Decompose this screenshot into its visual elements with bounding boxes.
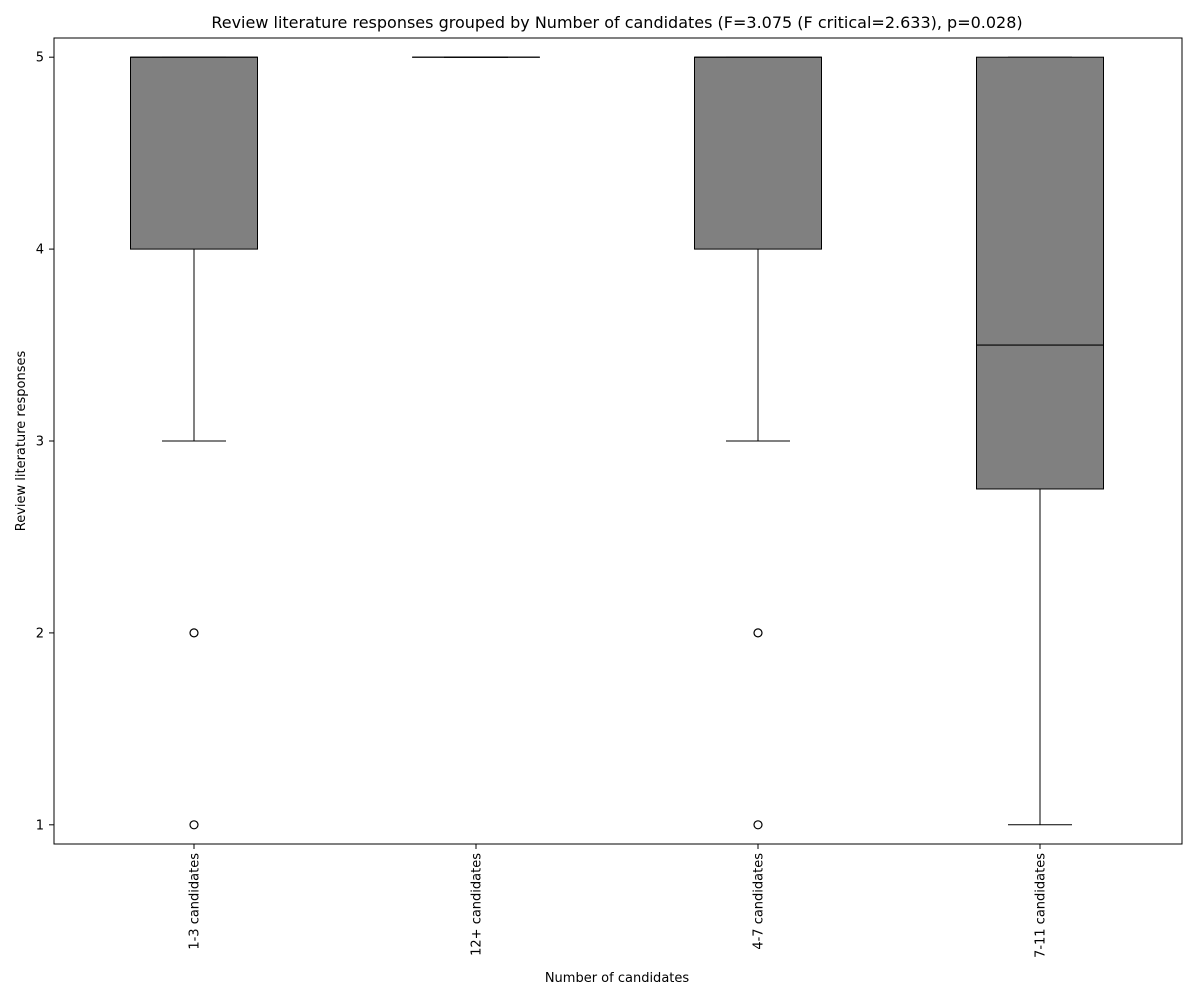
chart-title: Review literature responses grouped by N… bbox=[211, 13, 1022, 32]
x-tick-label: 1-3 candidates bbox=[188, 853, 203, 950]
box-body bbox=[694, 56, 822, 250]
outlier-point bbox=[189, 628, 199, 638]
x-tick-label: 7-11 candidates bbox=[1034, 853, 1049, 958]
y-tick-label: 5 bbox=[36, 51, 44, 66]
y-tick-label: 4 bbox=[36, 243, 44, 258]
x-axis: 1-3 candidates 12+ candidates 4-7 candidat… bbox=[188, 844, 1049, 958]
outlier-point bbox=[753, 820, 763, 830]
box-1 bbox=[130, 56, 258, 830]
y-tick-label: 2 bbox=[36, 626, 44, 641]
y-axis: 1 2 3 4 5 bbox=[36, 51, 54, 833]
box-4 bbox=[976, 56, 1104, 826]
box-body bbox=[976, 56, 1104, 490]
x-tick-label: 4-7 candidates bbox=[752, 853, 767, 950]
y-tick-label: 3 bbox=[36, 435, 44, 450]
outlier-point bbox=[189, 820, 199, 830]
y-tick-label: 1 bbox=[36, 818, 44, 833]
x-axis-label: Number of candidates bbox=[545, 971, 690, 986]
box-3 bbox=[694, 56, 822, 830]
y-axis-label: Review literature responses bbox=[14, 351, 29, 532]
box-group bbox=[130, 56, 1104, 830]
box-body bbox=[130, 56, 258, 250]
x-tick-label: 12+ candidates bbox=[470, 853, 485, 956]
outlier-point bbox=[753, 628, 763, 638]
